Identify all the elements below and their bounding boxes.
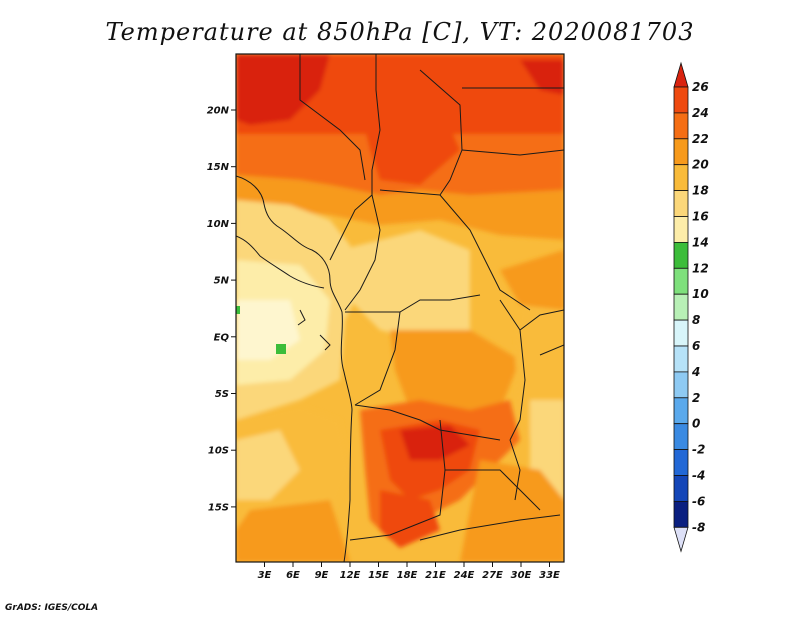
colorbar-segment (673, 500, 689, 528)
longitude-axis: 3E 6E 9E 12E 15E 18E 21E 24E 27E 30E 33E (258, 562, 560, 581)
colorbar-segment (673, 371, 689, 399)
colorbar-label: 0 (692, 417, 700, 431)
lon-tick-label: 3E (258, 570, 272, 581)
colorbar-label: 20 (692, 158, 709, 172)
colorbar-label: 24 (692, 106, 709, 120)
colorbar-label: -4 (692, 469, 705, 483)
lon-tick-label: 30E (511, 570, 532, 581)
colorbar-bottom-arrow (673, 526, 689, 553)
colorbar-label: 4 (691, 365, 700, 379)
colorbar-label: -8 (692, 520, 705, 534)
lat-tick-label: 5N (214, 276, 230, 287)
colorbar-label: 8 (692, 313, 700, 327)
map-title: Temperature at 850hPa [C], VT: 202008170… (105, 18, 695, 46)
colorbar-segment (673, 423, 689, 451)
colorbar-top-arrow (673, 61, 689, 88)
colorbar-label: 16 (692, 210, 709, 224)
colorbar-segment (673, 112, 689, 140)
lon-tick-label: 15E (368, 570, 389, 581)
colorbar-segment (673, 138, 689, 166)
colorbar-label: -2 (692, 443, 705, 457)
colorbar-label: -6 (692, 494, 705, 508)
colorbar-label: 6 (692, 339, 700, 353)
lon-tick-label: 18E (397, 570, 418, 581)
colorbar-segment (673, 345, 689, 373)
map-frame (235, 53, 565, 563)
colorbar-segment (673, 164, 689, 191)
lon-tick-label: 12E (340, 570, 361, 581)
lat-tick-label: 15S (208, 502, 229, 513)
colorbar-segment (673, 397, 689, 425)
colorbar-segment (673, 293, 689, 321)
lon-tick-label: 21E (425, 570, 446, 581)
temperature-field (236, 54, 564, 562)
lat-tick-label: EQ (214, 332, 230, 343)
lat-tick-label: 10S (208, 446, 229, 457)
lon-tick-label: 6E (286, 570, 300, 581)
lon-tick-label: 33E (539, 570, 560, 581)
colorbar-segment (673, 86, 689, 114)
colorbar-segment (673, 216, 689, 243)
colorbar-label: 22 (692, 132, 709, 146)
colorbar-label: 26 (692, 80, 709, 94)
colorbar-segment (673, 190, 689, 217)
colorbar-label: 2 (692, 391, 700, 405)
colorbar-segment (673, 319, 689, 347)
colorbar-segment (673, 267, 689, 295)
colorbar-segment (673, 241, 689, 269)
colorbar-label: 18 (692, 184, 709, 198)
colorbar-label: 14 (692, 235, 709, 249)
lat-tick-label: 5S (215, 389, 229, 400)
colorbar-segment (673, 449, 689, 476)
lat-tick-label: 15N (207, 162, 230, 173)
lat-tick-label: 20N (207, 106, 230, 117)
colorbar-label: 12 (692, 261, 709, 275)
lon-tick-label: 9E (315, 570, 329, 581)
grads-credit: GrADS: IGES/COLA (5, 603, 99, 613)
latitude-axis: 20N 15N 10N 5N EQ 5S 10S 15S (207, 106, 236, 513)
colorbar-segment (673, 475, 689, 502)
lon-tick-label: 27E (482, 570, 503, 581)
colorbar-label: 10 (692, 287, 709, 301)
lat-tick-label: 10N (207, 219, 230, 230)
lon-tick-label: 24E (454, 570, 475, 581)
